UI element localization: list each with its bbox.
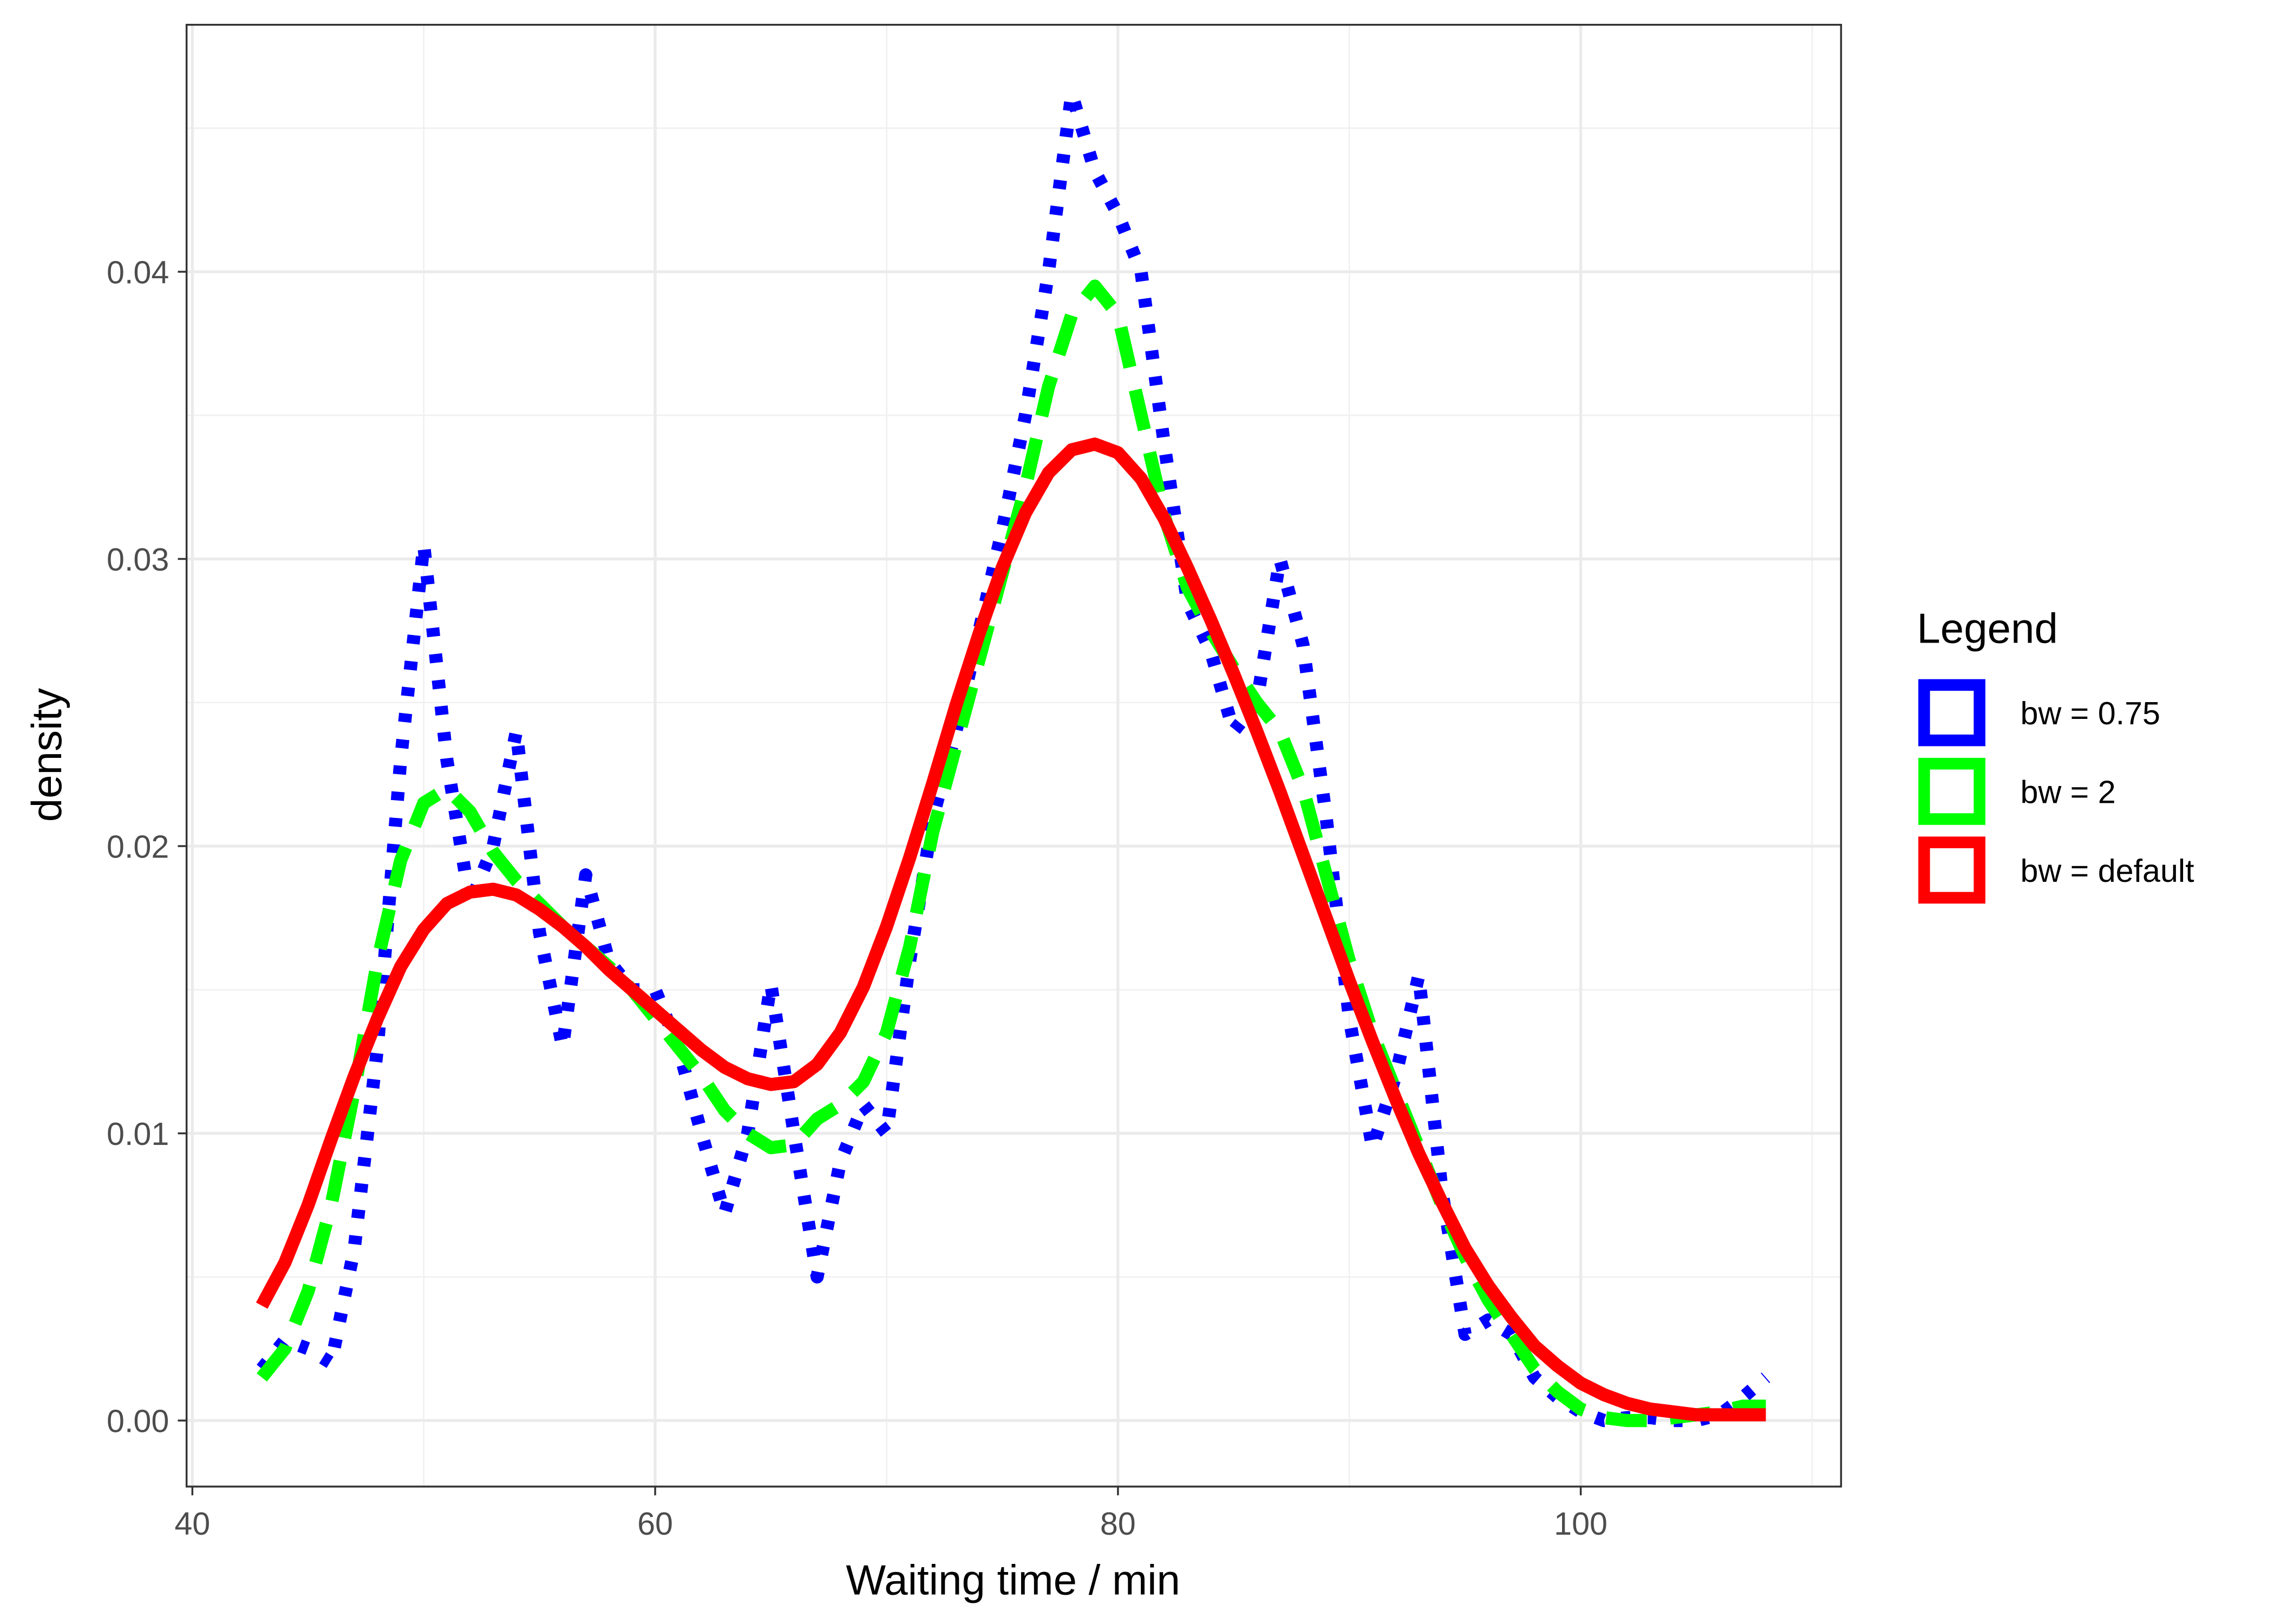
legend: bw = 0.75 bw = 2 bw = default [1918, 679, 2195, 904]
y-tick-label: 0.02 [107, 829, 169, 865]
y-axis-title: density [23, 688, 70, 822]
y-tick-label: 0.03 [107, 541, 169, 578]
y-tick-label: 0.04 [107, 254, 169, 291]
legend-label: bw = 0.75 [2021, 695, 2160, 731]
x-tick-label: 80 [1100, 1505, 1136, 1542]
panel-border [185, 24, 1842, 1488]
density-line [257, 279, 1766, 1427]
lines [256, 87, 1770, 1427]
legend-key [1918, 679, 1985, 746]
density-line [256, 437, 1766, 1422]
legend-label: bw = 2 [2021, 774, 2116, 810]
legend-key [1918, 836, 1985, 904]
y-tick-label: 0.01 [107, 1116, 169, 1152]
x-tick-label: 40 [174, 1505, 210, 1542]
grid [186, 24, 1841, 1487]
legend-label: bw = default [2021, 853, 2195, 889]
x-tick-label: 100 [1554, 1505, 1608, 1542]
legend-title: Legend [1917, 604, 2058, 652]
density-line [257, 87, 1770, 1427]
y-tick-label: 0.00 [107, 1403, 169, 1439]
x-axis-title: Waiting time / min [846, 1556, 1180, 1603]
x-tick-label: 60 [637, 1505, 673, 1542]
axes: 40 60 80 100 0.00 0.01 0.02 0.03 0.04 [107, 254, 1608, 1542]
legend-key [1918, 757, 1985, 825]
